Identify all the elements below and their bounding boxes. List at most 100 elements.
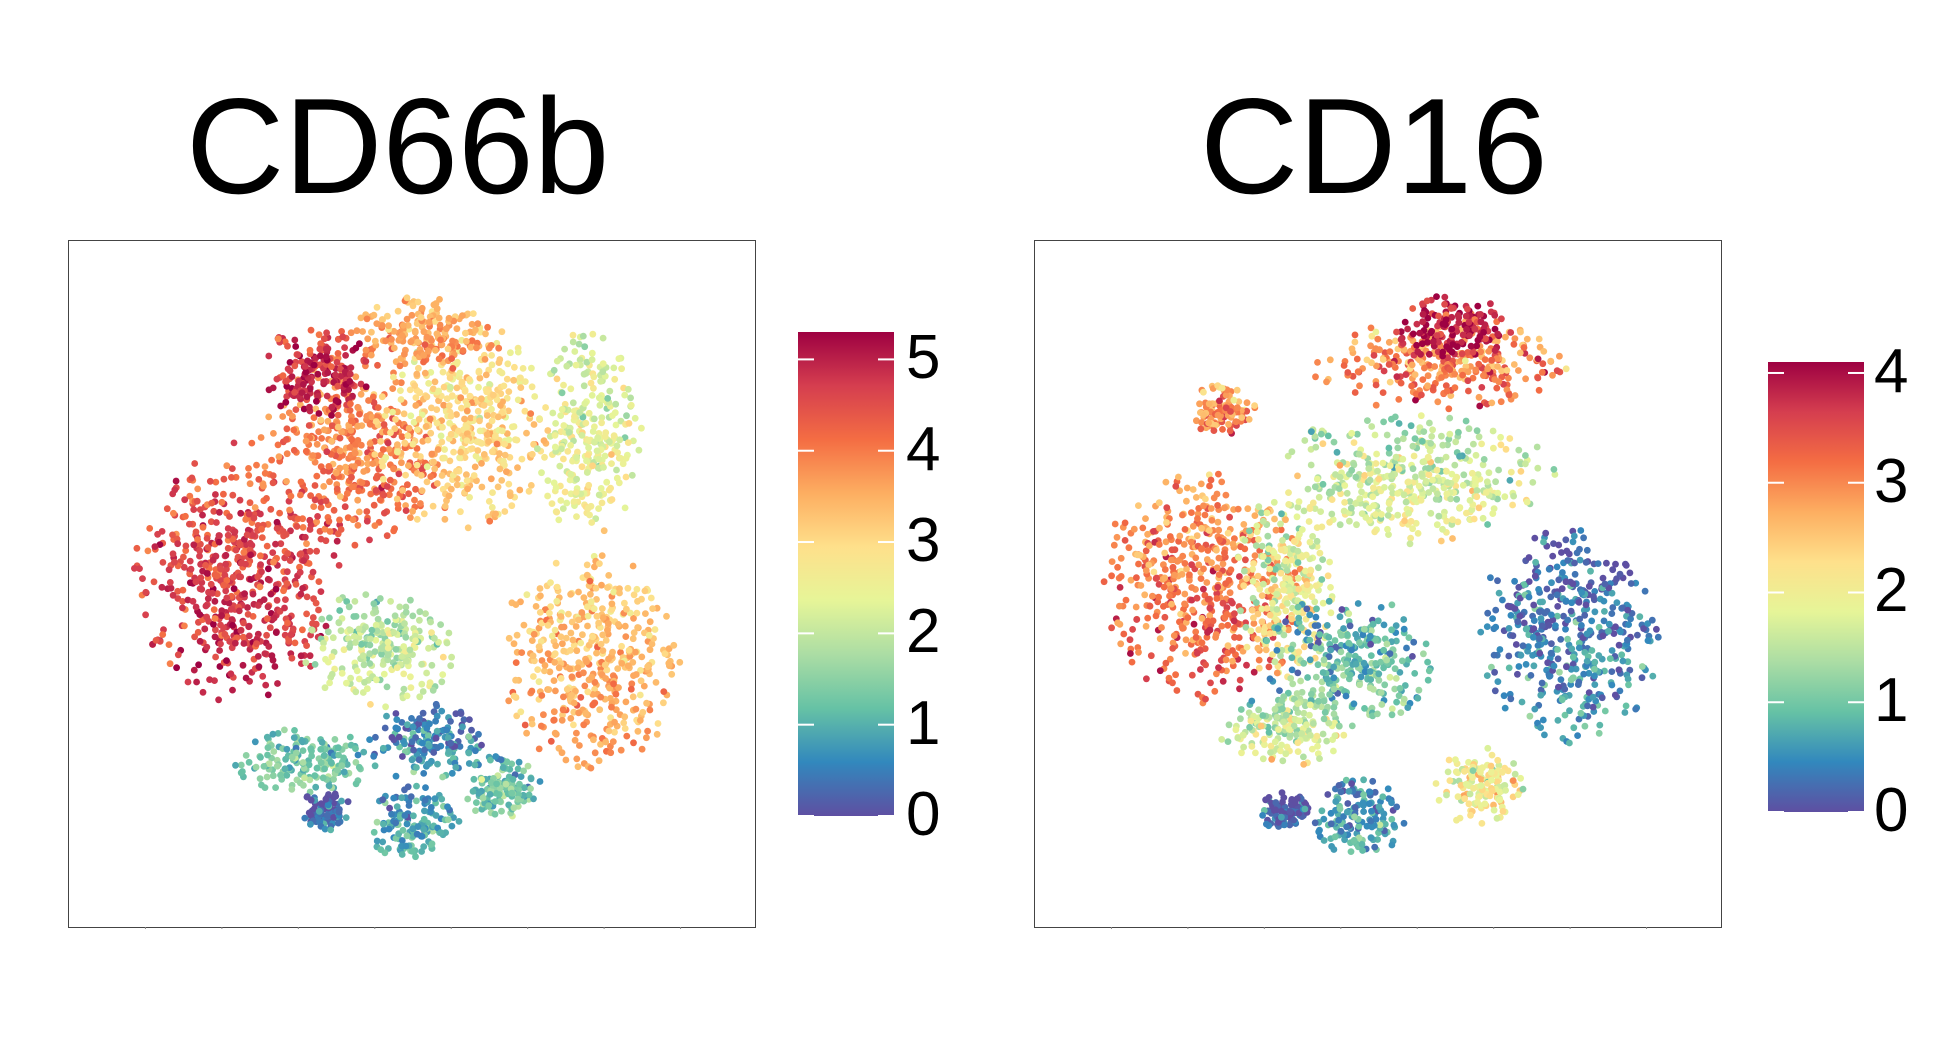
scatter-point [469, 788, 477, 795]
scatter-point [258, 568, 265, 576]
scatter-point [294, 515, 302, 523]
scatter-point [1317, 508, 1324, 515]
scatter-point [273, 762, 281, 770]
scatter-point [1130, 525, 1138, 533]
scatter-point [440, 401, 448, 409]
scatter-point [607, 749, 615, 757]
scatter-point [222, 551, 230, 559]
scatter-point [1255, 656, 1263, 664]
scatter-point [612, 690, 620, 698]
scatter-point [398, 332, 406, 339]
scatter-point [1155, 499, 1163, 507]
scatter-point [391, 612, 399, 620]
scatter-point [192, 528, 200, 536]
scatter-point [409, 507, 416, 515]
scatter-point [314, 392, 322, 400]
scatter-point [358, 640, 365, 648]
scatter-point [1268, 586, 1275, 593]
scatter-point [605, 572, 613, 579]
scatter-point [352, 373, 360, 381]
scatter-point [248, 439, 256, 447]
scatter-point [324, 628, 332, 636]
scatter-point [1206, 604, 1214, 612]
scatter-point [1200, 585, 1207, 593]
scatter-point [1323, 378, 1330, 386]
scatter-point [538, 657, 546, 664]
scatter-point [231, 528, 239, 535]
scatter-point [568, 618, 576, 626]
scatter-point [1278, 510, 1285, 518]
scatter-point [307, 745, 315, 753]
scatter-point [1407, 422, 1415, 430]
scatter-point [598, 499, 606, 507]
scatter-point [237, 761, 245, 769]
scatter-point [529, 652, 537, 660]
scatter-point [540, 437, 548, 444]
scatter-point [300, 782, 307, 789]
scatter-point [1495, 466, 1502, 474]
scatter-point [560, 422, 568, 429]
scatter-point [628, 471, 636, 479]
scatter-point [305, 560, 313, 567]
scatter-point [1419, 376, 1427, 383]
scatter-point [1213, 546, 1220, 554]
scatter-point [1404, 325, 1411, 333]
scatter-point [582, 419, 590, 427]
scatter-point [1439, 441, 1447, 449]
scatter-point [223, 565, 230, 573]
scatter-point [352, 759, 360, 766]
scatter-point [446, 374, 454, 382]
scatter-point [334, 411, 342, 419]
scatter-point [308, 626, 316, 634]
scatter-point [218, 498, 226, 506]
scatter-point [478, 395, 485, 403]
scatter-point [1264, 556, 1272, 564]
scatter-point [567, 470, 575, 478]
scatter-point [407, 338, 415, 346]
scatter-point [428, 450, 436, 458]
scatter-point [402, 507, 410, 514]
scatter-point [1262, 646, 1270, 654]
scatter-point [245, 623, 253, 631]
scatter-point [370, 311, 378, 319]
scatter-point [1464, 368, 1472, 376]
scatter-point [1509, 501, 1516, 509]
scatter-point [483, 412, 491, 419]
scatter-point [1411, 371, 1419, 378]
scatter-point [425, 742, 433, 750]
scatter-point [257, 754, 264, 761]
scatter-point [542, 404, 549, 411]
scatter-point [267, 590, 275, 598]
scatter-point [1183, 484, 1191, 492]
scatter-point [355, 625, 363, 633]
scatter-point [590, 736, 597, 744]
scatter-point [525, 487, 533, 495]
scatter-point [536, 415, 543, 423]
scatter-point [571, 736, 579, 744]
scatter-point [333, 485, 341, 493]
scatter-point [566, 476, 574, 484]
scatter-point [1161, 574, 1169, 582]
scatter-point [580, 669, 587, 677]
scatter-point [1324, 432, 1332, 440]
scatter-point [333, 358, 341, 366]
scatter-point [1397, 336, 1405, 343]
scatter-point [584, 603, 591, 611]
scatter-point [1258, 618, 1266, 625]
scatter-point [1351, 331, 1359, 339]
scatter-point [312, 599, 320, 607]
scatter-point [496, 465, 504, 473]
scatter-point [317, 588, 325, 595]
scatter-point [429, 686, 437, 694]
scatter-point [324, 369, 332, 377]
scatter-point [244, 611, 252, 618]
scatter-point [604, 395, 612, 402]
scatter-point [1249, 577, 1257, 585]
scatter-point [384, 638, 392, 646]
scatter-point [363, 454, 371, 462]
scatter-point [448, 355, 455, 362]
scatter-point [347, 329, 355, 337]
scatter-point [251, 738, 259, 746]
scatter-point [431, 465, 439, 473]
scatter-point [565, 610, 572, 618]
